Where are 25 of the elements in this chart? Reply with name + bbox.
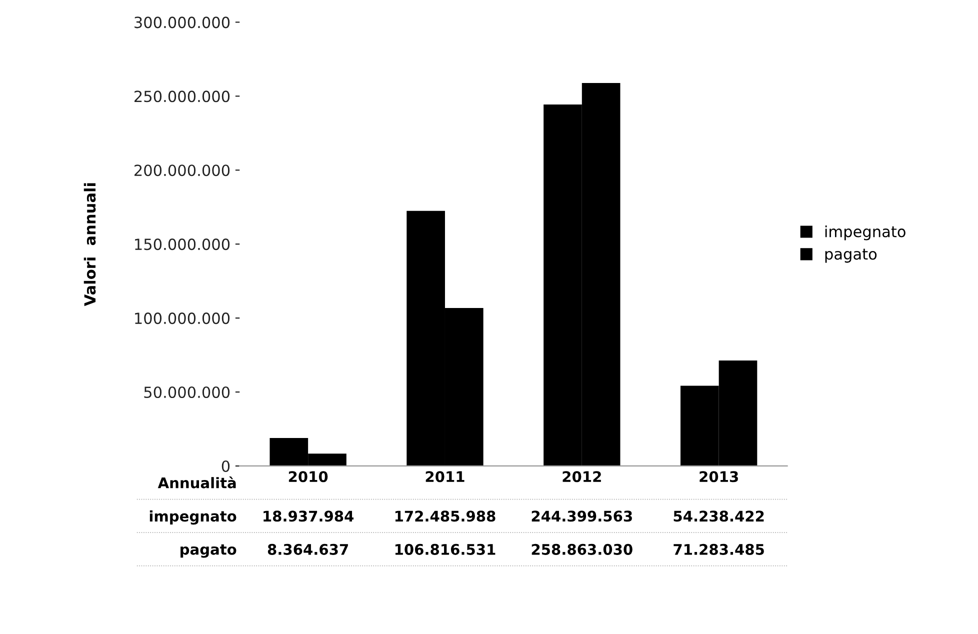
data-label: 106.816.531 xyxy=(395,544,496,555)
y-tick-label: 50.000.000 xyxy=(144,386,230,398)
legend-label: impegnato xyxy=(825,225,906,240)
text: impegnato xyxy=(150,510,236,525)
x-axis-title: Annualità xyxy=(158,476,236,488)
x-tick-label: 2011 xyxy=(426,471,464,482)
data-label: 54.238.422 xyxy=(674,510,764,522)
y-tick-label: 300.000.000 xyxy=(134,16,230,28)
data-label: 244.399.563 xyxy=(532,510,632,522)
x-tick-label: 2013 xyxy=(700,471,738,482)
y-tick-label: 200.000.000 xyxy=(134,164,230,176)
text: pagato xyxy=(180,544,236,558)
x-tick-label: 2012 xyxy=(562,471,601,482)
y-tick-label: 250.000.000 xyxy=(134,90,230,102)
data-label: 172.485.988 xyxy=(395,510,496,522)
data-label: 71.283.485 xyxy=(674,544,764,555)
data-label: 8.364.637 xyxy=(268,544,348,555)
data-label: 258.863.030 xyxy=(532,544,632,555)
y-tick-label: 0 xyxy=(222,460,230,472)
x-tick-label: 2010 xyxy=(288,471,328,482)
y-tick-label: 150.000.000 xyxy=(135,238,230,250)
legend-label: pagato xyxy=(825,248,877,263)
y-axis-title: Valori annuali xyxy=(84,183,96,306)
data-label: 18.937.984 xyxy=(264,510,354,522)
y-tick-label: 100.000.000 xyxy=(135,312,230,324)
